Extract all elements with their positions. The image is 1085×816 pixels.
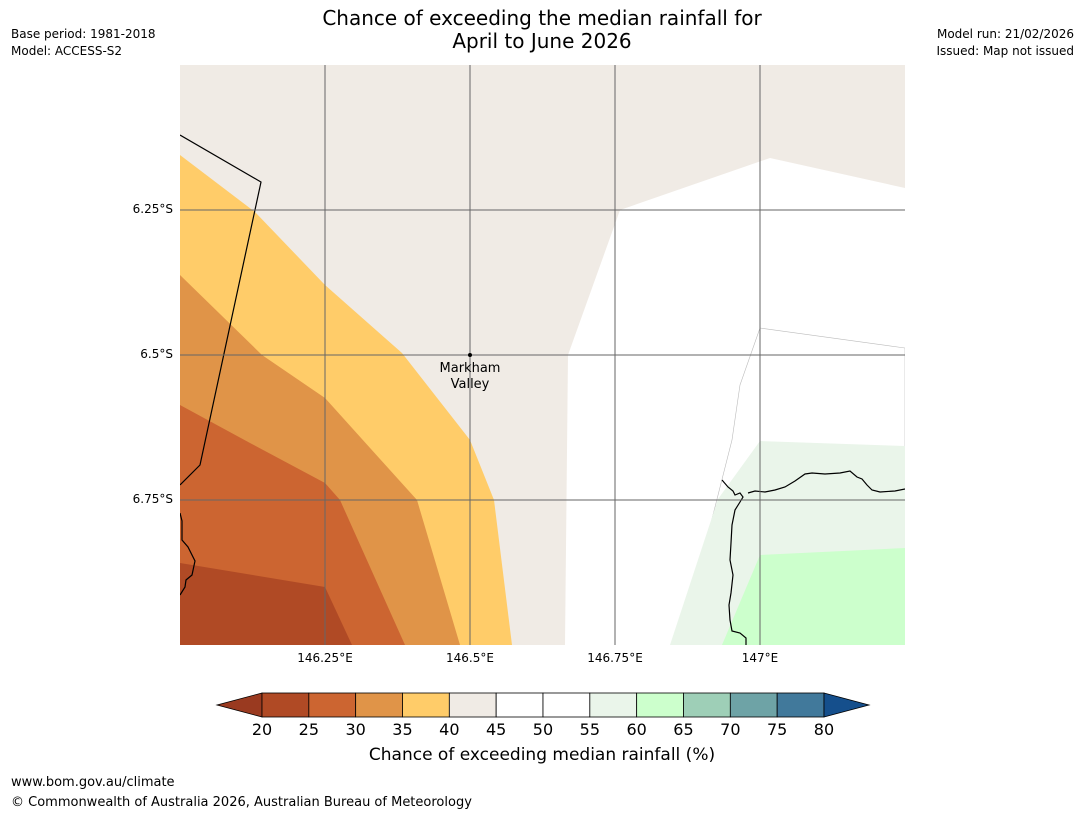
colorbar-cell (355, 692, 403, 718)
colorbar-cell (683, 692, 731, 718)
lon-label-146-25: 146.25°E (297, 651, 353, 665)
cb-tick: 80 (813, 720, 835, 739)
colorbar-cell (402, 692, 450, 718)
cb-tick: 20 (251, 720, 273, 739)
place-name-line-2: Valley (451, 377, 490, 392)
place-name-line-1: Markham (440, 361, 501, 376)
colorbar-cell (589, 692, 638, 718)
cb-tick: 35 (392, 720, 413, 739)
colorbar-cell (495, 692, 544, 718)
cb-tick: 60 (626, 720, 647, 739)
coastline-east (721, 470, 905, 645)
lat-label-6-75: 6.75°S (132, 492, 173, 506)
footer-url[interactable]: www.bom.gov.au/climate (11, 775, 175, 790)
title-line-2: April to June 2026 (452, 29, 632, 53)
colorbar-title: Chance of exceeding median rainfall (%) (368, 745, 716, 765)
lon-label-146-75: 146.75°E (587, 651, 643, 665)
cb-tick: 45 (485, 720, 507, 739)
colorbar-cell (448, 692, 497, 718)
colorbar-cell (308, 692, 357, 718)
zone-20-25 (180, 563, 352, 645)
graticule (180, 65, 905, 645)
rainfall-map[interactable]: Markham Valley (180, 65, 905, 645)
lat-label-6-5: 6.5°S (140, 347, 173, 361)
border-line (180, 134, 262, 486)
lon-label-146-5: 146.5°E (446, 651, 494, 665)
model-name: Model: ACCESS-S2 (11, 44, 123, 58)
colorbar-cell (636, 692, 684, 718)
title-line-1: Chance of exceeding the median rainfall … (322, 6, 762, 30)
zone-60-65 (722, 548, 905, 645)
cb-tick: 55 (579, 720, 600, 739)
cb-tick: 70 (720, 720, 741, 739)
colorbar-cell (729, 692, 778, 718)
base-period: Base period: 1981-2018 (11, 27, 156, 41)
cb-tick: 25 (298, 720, 319, 739)
issued-status: Issued: Map not issued (936, 44, 1074, 58)
colorbar-cell (776, 692, 825, 718)
colorbar-cell (542, 692, 591, 718)
model-run: Model run: 21/02/2026 (936, 27, 1074, 41)
cb-tick: 50 (532, 720, 554, 739)
meta-left: Base period: 1981-2018 Model: ACCESS-S2 (11, 26, 156, 60)
colorbar-cell (261, 692, 310, 718)
cb-tick: 40 (439, 720, 460, 739)
cb-tick: 30 (345, 720, 366, 739)
cb-tick: 65 (673, 720, 694, 739)
cb-tick: 75 (766, 720, 788, 739)
colorbar-cells (261, 692, 825, 718)
lat-label-6-25: 6.25°S (132, 202, 173, 216)
coastline-west (180, 512, 196, 596)
place-marker[interactable] (468, 353, 472, 357)
colorbar-extend-low (215, 692, 263, 718)
colorbar-extend-high (823, 692, 871, 718)
lon-label-147: 147°E (741, 651, 779, 665)
map-title: Chance of exceeding the median rainfall … (292, 7, 792, 53)
meta-right: Model run: 21/02/2026 Issued: Map not is… (936, 26, 1074, 60)
colorbar (215, 692, 871, 718)
footer-copyright: © Commonwealth of Australia 2026, Austra… (11, 795, 472, 810)
